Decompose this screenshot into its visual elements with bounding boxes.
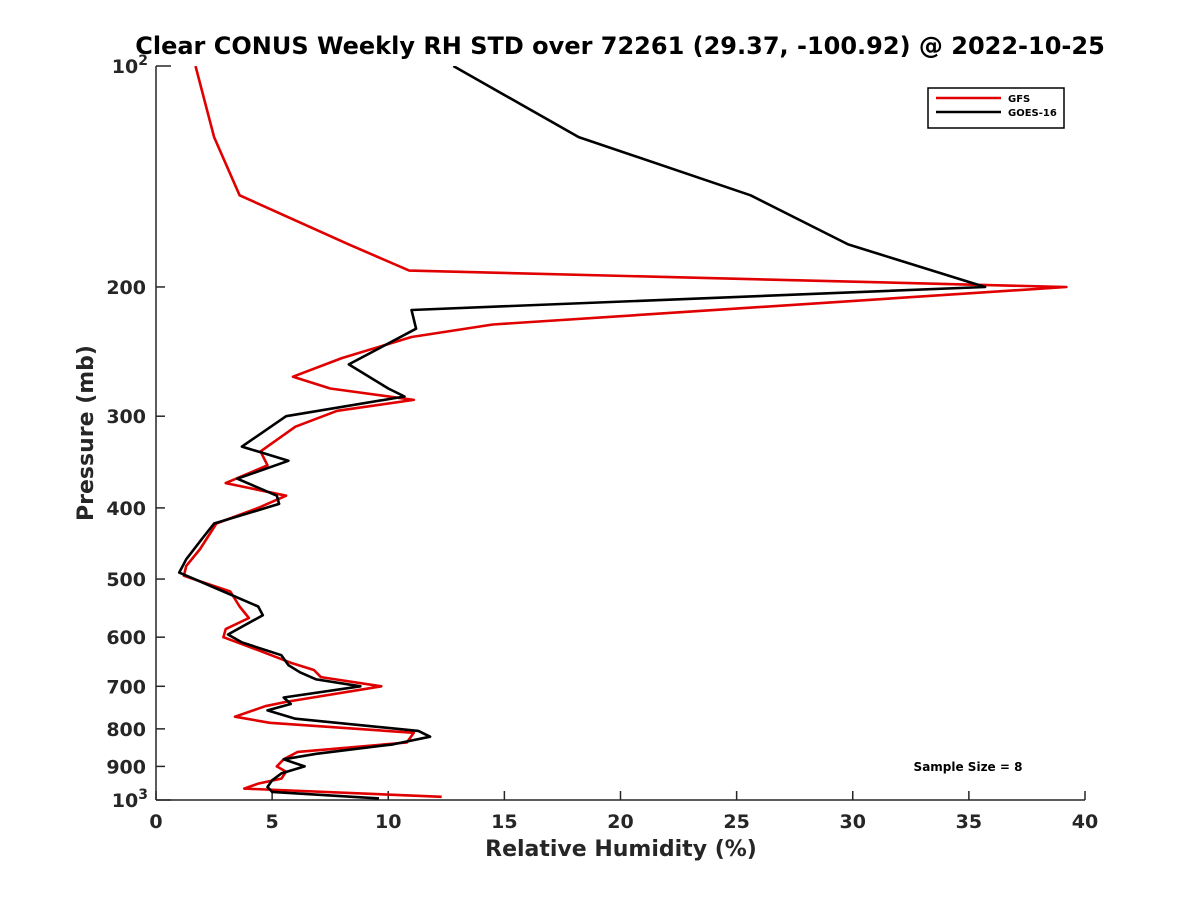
y-bottom-label: 103: [112, 787, 148, 812]
plot-area: 0 5 10 15 20 25 30 35 40 200 300 400 500 600 700 800 900…: [106, 53, 1098, 833]
x-tick-label: 0: [149, 811, 162, 833]
x-tick-label: 35: [956, 811, 982, 833]
series-line-gfs: [182, 66, 1068, 799]
x-tick-label: 10: [375, 811, 401, 833]
x-tick-label: 20: [607, 811, 633, 833]
y-tick-label: 500: [106, 569, 146, 591]
chart-title: Clear CONUS Weekly RH STD over 72261 (29…: [135, 32, 1105, 60]
sample-size-annotation: Sample Size = 8: [914, 760, 1023, 774]
y-tick-label: 200: [106, 277, 146, 299]
y-tick-label: 900: [106, 756, 146, 778]
legend-box: [927, 87, 1065, 129]
y-top-label: 102: [112, 53, 148, 78]
y-tick-label: 400: [106, 498, 146, 520]
x-tick-label: 25: [723, 811, 749, 833]
y-axis-label: Pressure (mb): [74, 345, 99, 521]
x-tick-label: 40: [1072, 811, 1098, 833]
legend: GFS GOES-16: [927, 87, 1065, 129]
series-line-goes-16: [177, 66, 987, 800]
legend-label-goes-16: GOES-16: [1008, 108, 1057, 119]
y-tick-label: 600: [106, 627, 146, 649]
x-tick-label: 30: [840, 811, 866, 833]
y-tick-label: 800: [106, 719, 146, 741]
y-tick-label: 700: [106, 676, 146, 698]
x-tick-label: 5: [266, 811, 279, 833]
x-tick-label: 15: [491, 811, 517, 833]
y-tick-label: 300: [106, 406, 146, 428]
legend-label-gfs: GFS: [1008, 94, 1030, 105]
x-axis-label: Relative Humidity (%): [485, 837, 757, 862]
